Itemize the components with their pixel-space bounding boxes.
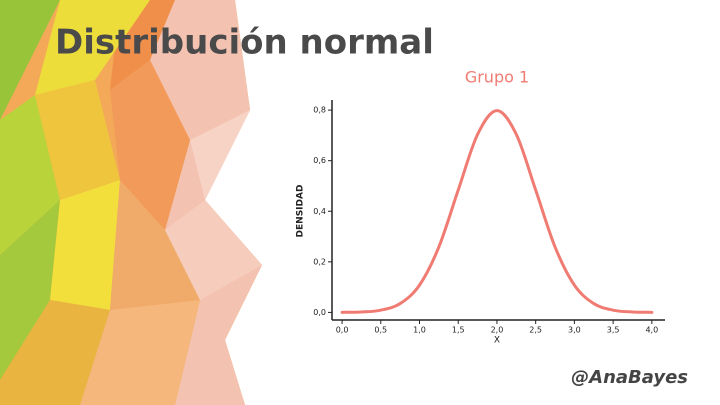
- y-tick-label: 0,6: [313, 156, 326, 165]
- x-tick-label: 1,0: [413, 326, 426, 335]
- x-tick-label: 0,0: [336, 326, 349, 335]
- x-tick-label: 2,0: [491, 326, 504, 335]
- author: @AnaBayes: [571, 367, 688, 388]
- x-tick-label: 2,5: [529, 326, 542, 335]
- x-tick-label: 4,0: [645, 326, 658, 335]
- slide-title: Distribución normal: [55, 23, 434, 63]
- x-axis-label: X: [494, 336, 500, 346]
- x-tick-label: 0,5: [374, 326, 387, 335]
- chart-title: Grupo 1: [465, 68, 529, 87]
- y-tick-label: 0,8: [313, 106, 326, 115]
- y-axis-label: DENSIDAD: [296, 185, 306, 238]
- x-tick-label: 3,0: [568, 326, 581, 335]
- y-tick-label: 0,0: [313, 308, 326, 317]
- y-tick-label: 0,4: [313, 207, 326, 216]
- x-tick-label: 1,5: [452, 326, 465, 335]
- x-tick-label: 3,5: [607, 326, 620, 335]
- density-curve: [340, 109, 654, 314]
- y-tick-label: 0,2: [313, 257, 326, 266]
